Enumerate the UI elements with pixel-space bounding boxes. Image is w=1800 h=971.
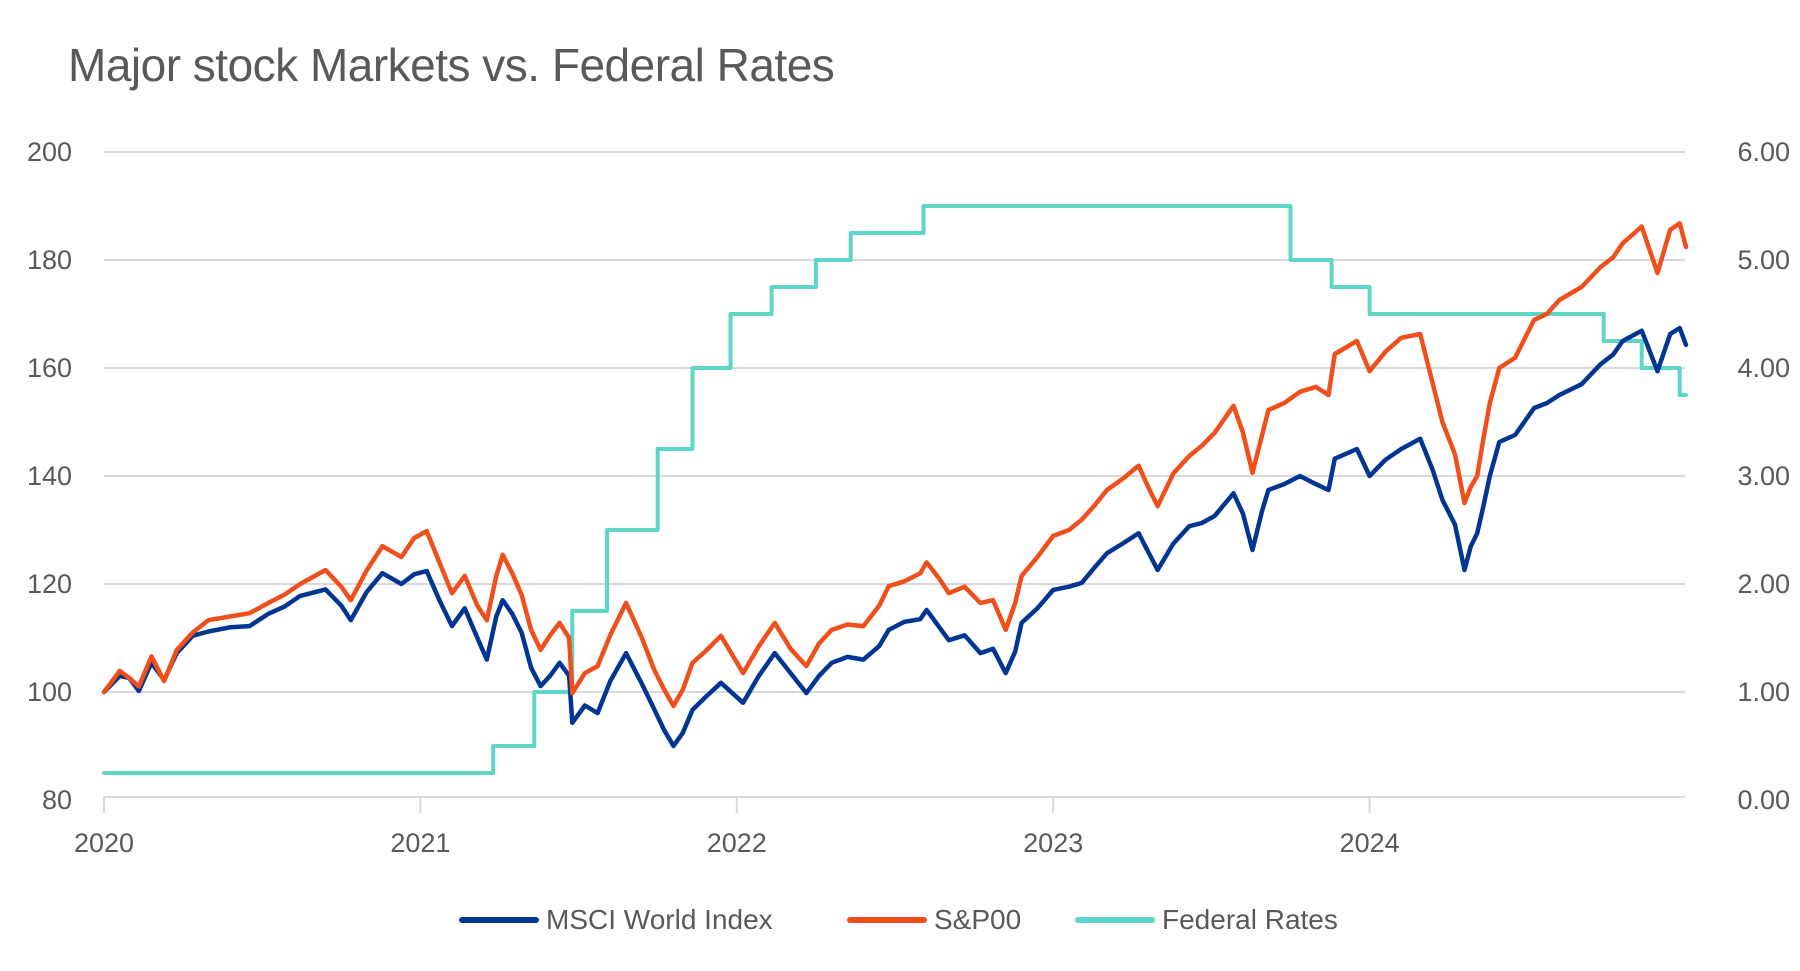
x-tick-label: 2024 bbox=[1340, 828, 1400, 858]
series-line-federal-rates bbox=[102, 204, 1688, 775]
y2-tick-label: 3.00 bbox=[1737, 461, 1790, 491]
y-tick-label: 180 bbox=[27, 245, 72, 275]
legend-label-sp500: S&P00 bbox=[934, 904, 1022, 935]
y2-tick-label: 6.00 bbox=[1737, 137, 1790, 167]
y-tick-label: 200 bbox=[27, 137, 72, 167]
y2-tick-label: 2.00 bbox=[1737, 569, 1790, 599]
y2-tick-label: 5.00 bbox=[1737, 245, 1790, 275]
x-axis bbox=[103, 796, 1685, 813]
y2-tick-label: 4.00 bbox=[1737, 353, 1790, 383]
y-tick-label: 100 bbox=[27, 677, 72, 707]
legend-item-sp500: S&P00 bbox=[847, 900, 1021, 940]
x-tick-label: 2023 bbox=[1023, 828, 1083, 858]
chart-title: Major stock Markets vs. Federal Rates bbox=[68, 39, 835, 91]
legend-swatch-sp500 bbox=[847, 917, 927, 923]
series-line-s-p00 bbox=[101, 221, 1689, 709]
y2-tick-label: 0.00 bbox=[1737, 785, 1790, 815]
x-tick-label: 2020 bbox=[74, 828, 134, 858]
legend-item-federal-rates: Federal Rates bbox=[1075, 900, 1338, 940]
y-axis-left: 80 100 120 140 160 180 200 bbox=[27, 137, 72, 815]
y-tick-label: 80 bbox=[42, 785, 72, 815]
series-lines bbox=[101, 204, 1689, 775]
series-line-msci-world-index bbox=[101, 325, 1689, 749]
x-tick-label: 2021 bbox=[390, 828, 450, 858]
y-axis-right: 0.00 1.00 2.00 3.00 4.00 5.00 6.00 bbox=[1737, 137, 1790, 815]
legend-label-federal-rates: Federal Rates bbox=[1162, 904, 1338, 935]
x-axis-labels: 2020 2021 2022 2023 2024 bbox=[74, 828, 1400, 858]
y-tick-label: 160 bbox=[27, 353, 72, 383]
legend-item-msci: MSCI World Index bbox=[459, 900, 773, 940]
legend-label-msci: MSCI World Index bbox=[546, 904, 773, 935]
x-tick-label: 2022 bbox=[707, 828, 767, 858]
y2-tick-label: 1.00 bbox=[1737, 677, 1790, 707]
y-tick-label: 120 bbox=[27, 569, 72, 599]
legend-swatch-federal-rates bbox=[1075, 917, 1155, 923]
legend: MSCI World Index S&P00 Federal Rates bbox=[0, 900, 1800, 940]
legend-swatch-msci bbox=[459, 917, 539, 923]
y-tick-label: 140 bbox=[27, 461, 72, 491]
